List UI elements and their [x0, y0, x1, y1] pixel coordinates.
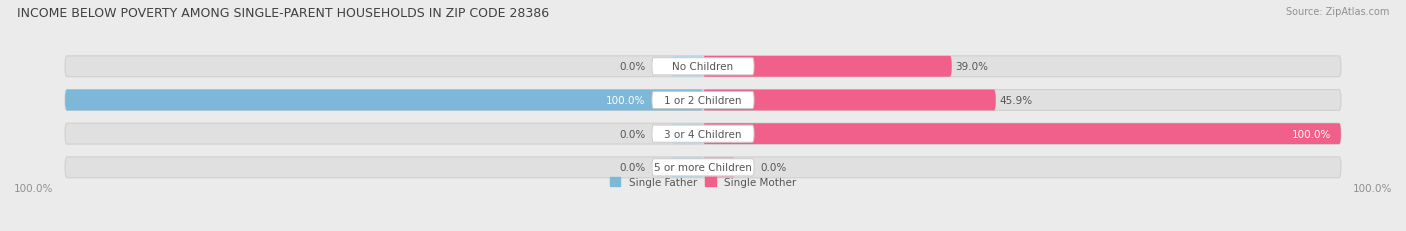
FancyBboxPatch shape — [671, 57, 703, 77]
FancyBboxPatch shape — [703, 124, 1341, 144]
Text: INCOME BELOW POVERTY AMONG SINGLE-PARENT HOUSEHOLDS IN ZIP CODE 28386: INCOME BELOW POVERTY AMONG SINGLE-PARENT… — [17, 7, 548, 20]
Text: 100.0%: 100.0% — [1292, 129, 1331, 139]
FancyBboxPatch shape — [703, 157, 735, 178]
Text: 0.0%: 0.0% — [619, 129, 645, 139]
FancyBboxPatch shape — [65, 157, 1341, 178]
FancyBboxPatch shape — [703, 57, 952, 77]
Text: 100.0%: 100.0% — [606, 96, 645, 106]
Text: 3 or 4 Children: 3 or 4 Children — [664, 129, 742, 139]
FancyBboxPatch shape — [652, 126, 754, 143]
Text: 100.0%: 100.0% — [14, 183, 53, 193]
FancyBboxPatch shape — [652, 159, 754, 176]
FancyBboxPatch shape — [65, 90, 703, 111]
Text: 0.0%: 0.0% — [619, 62, 645, 72]
FancyBboxPatch shape — [671, 124, 703, 144]
Text: Source: ZipAtlas.com: Source: ZipAtlas.com — [1285, 7, 1389, 17]
FancyBboxPatch shape — [703, 90, 995, 111]
FancyBboxPatch shape — [65, 124, 1341, 144]
Legend: Single Father, Single Mother: Single Father, Single Mother — [606, 173, 800, 191]
FancyBboxPatch shape — [65, 57, 1341, 77]
FancyBboxPatch shape — [652, 92, 754, 109]
Text: 5 or more Children: 5 or more Children — [654, 163, 752, 173]
FancyBboxPatch shape — [671, 157, 703, 178]
Text: No Children: No Children — [672, 62, 734, 72]
Text: 100.0%: 100.0% — [1353, 183, 1392, 193]
Text: 0.0%: 0.0% — [761, 163, 787, 173]
FancyBboxPatch shape — [652, 58, 754, 76]
Text: 45.9%: 45.9% — [1000, 96, 1032, 106]
Text: 0.0%: 0.0% — [619, 163, 645, 173]
FancyBboxPatch shape — [65, 90, 1341, 111]
Text: 39.0%: 39.0% — [955, 62, 988, 72]
Text: 1 or 2 Children: 1 or 2 Children — [664, 96, 742, 106]
